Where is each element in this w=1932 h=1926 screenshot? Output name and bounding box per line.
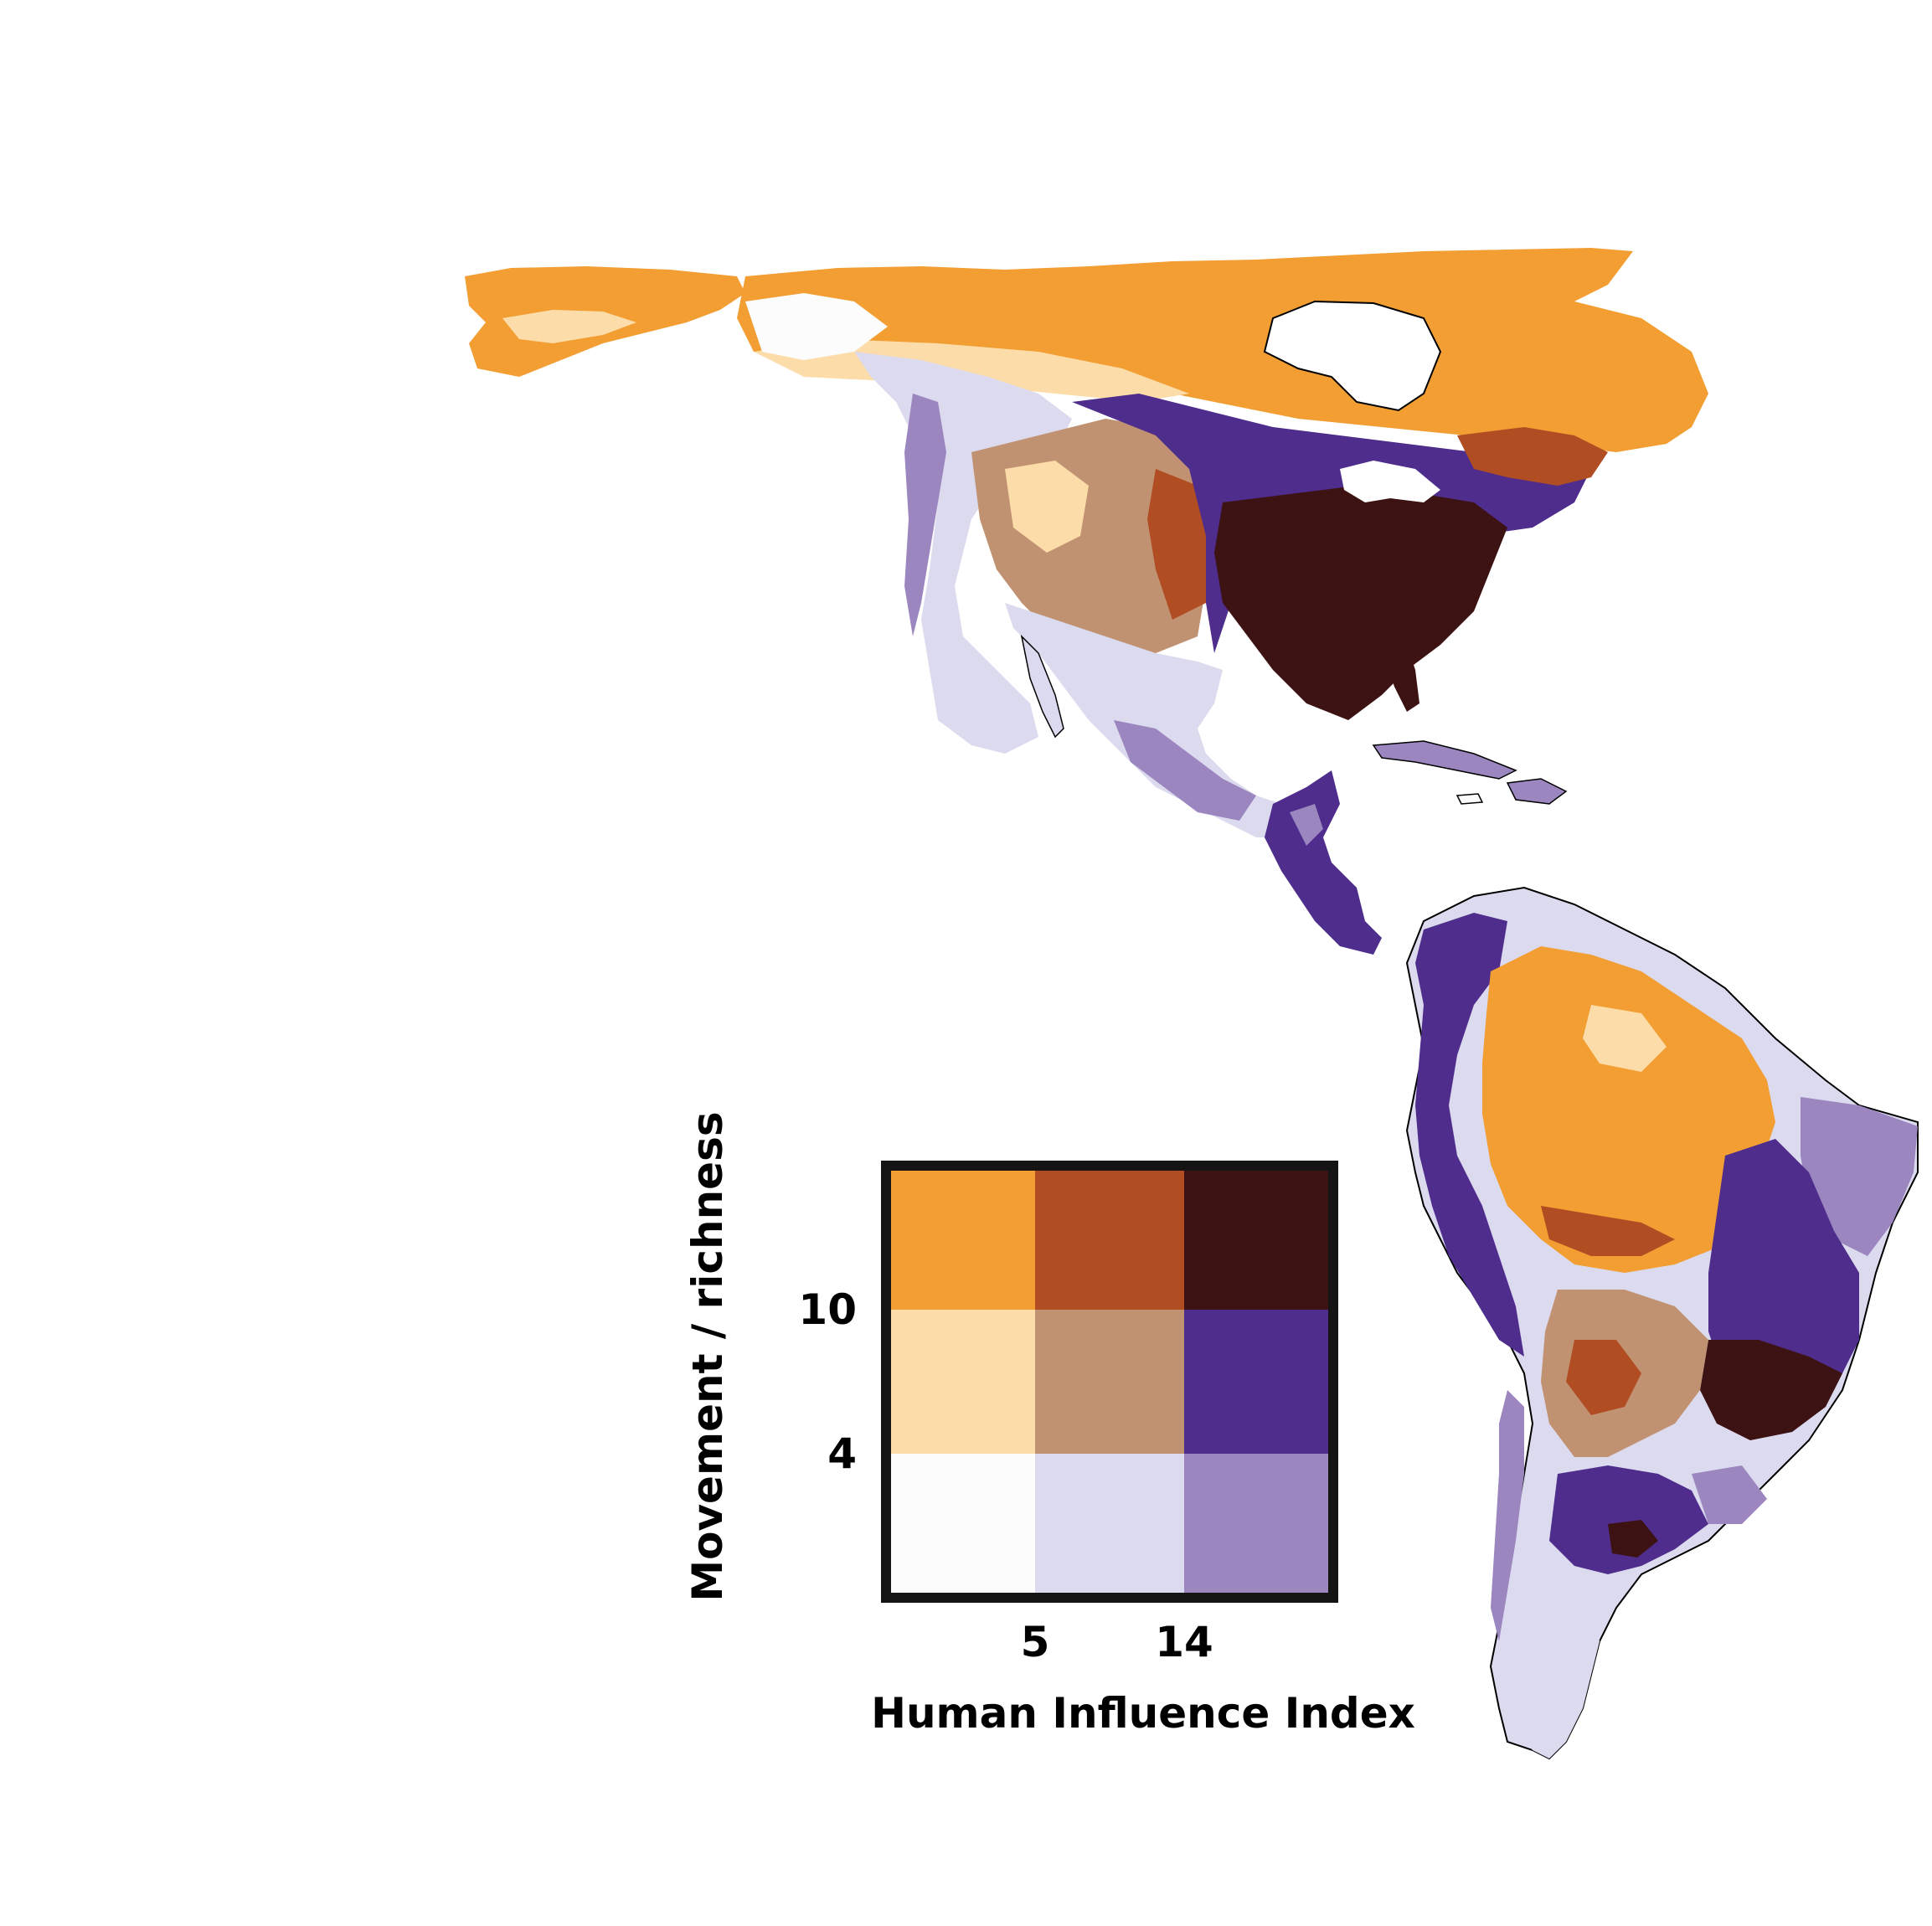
legend-x-label: Human Influence Index — [871, 1689, 1415, 1738]
map-region-boreal-white — [745, 293, 888, 360]
map-region-southeast-brazil — [1700, 1340, 1842, 1440]
legend-y-tick: 10 — [798, 1285, 857, 1334]
map-region-central-america-light — [1290, 804, 1323, 846]
map-region-pampas-dark — [1608, 1520, 1658, 1558]
map-region-andes-west — [1415, 913, 1524, 1357]
map-region-amazon-rust — [1541, 1206, 1675, 1256]
map-region-mexico — [1005, 603, 1306, 837]
map-region-cuba — [1372, 740, 1517, 780]
caribbean-islands — [1372, 740, 1568, 805]
south-america-map — [1405, 886, 1919, 1760]
map-region-central-america — [1265, 770, 1382, 955]
map-region-amazon — [1482, 946, 1775, 1273]
legend-x-tick: 14 — [1155, 1618, 1213, 1666]
map-region-plains-orange — [1005, 461, 1089, 553]
map-region-great-lakes-water — [1340, 461, 1440, 502]
legend-y-tick: 4 — [827, 1429, 857, 1478]
legend-cell-r1-c1 — [1035, 1310, 1184, 1454]
legend-x-tick: 5 — [1021, 1618, 1050, 1666]
legend-cell-r2-c1 — [1035, 1454, 1184, 1598]
bivariate-legend: 5 14 10 4 Human Influence Index Movement / ri… — [683, 1111, 1415, 1738]
map-region-amazon-light — [1583, 1005, 1667, 1072]
map-region-chaco-rust — [1566, 1340, 1641, 1415]
legend-cell-r0-c2 — [1184, 1166, 1333, 1310]
map-region-baja — [1020, 634, 1064, 739]
map-region-northeast-rust — [1457, 427, 1608, 486]
legend-cell-r2-c2 — [1184, 1454, 1333, 1598]
map-region-florida — [1382, 636, 1419, 712]
map-region-hispaniola — [1506, 778, 1568, 805]
map-region-patagonia — [1503, 1574, 1600, 1759]
map-region-hudson-bay-water — [1263, 300, 1442, 412]
north-america-map — [465, 248, 1708, 955]
map-region-pacific-coast-purple — [904, 394, 946, 636]
map-region-northeast-brazil — [1801, 1097, 1918, 1256]
legend-frame — [881, 1161, 1338, 1603]
legend-cell-r2-c0 — [886, 1454, 1035, 1598]
map-region-pampas — [1549, 1465, 1708, 1574]
map-region-chile-coast — [1491, 1390, 1524, 1641]
legend-cell-r0-c0 — [886, 1166, 1035, 1310]
legend-cell-r0-c1 — [1035, 1166, 1184, 1310]
legend-y-label: Movement / richness — [683, 1111, 732, 1601]
map-region-jamaica — [1455, 793, 1484, 805]
map-region-eastern-us — [1214, 486, 1507, 720]
map-region-mexico-purple — [1114, 720, 1256, 821]
legend-cell-r1-c2 — [1184, 1310, 1333, 1454]
map-region-plains-rust — [1147, 469, 1214, 620]
map-region-alaska-yukon-light — [502, 310, 636, 343]
legend-cell-r1-c0 — [886, 1310, 1035, 1454]
map-region-uruguay — [1692, 1465, 1767, 1524]
map-region-canadian-arctic — [737, 248, 1708, 452]
